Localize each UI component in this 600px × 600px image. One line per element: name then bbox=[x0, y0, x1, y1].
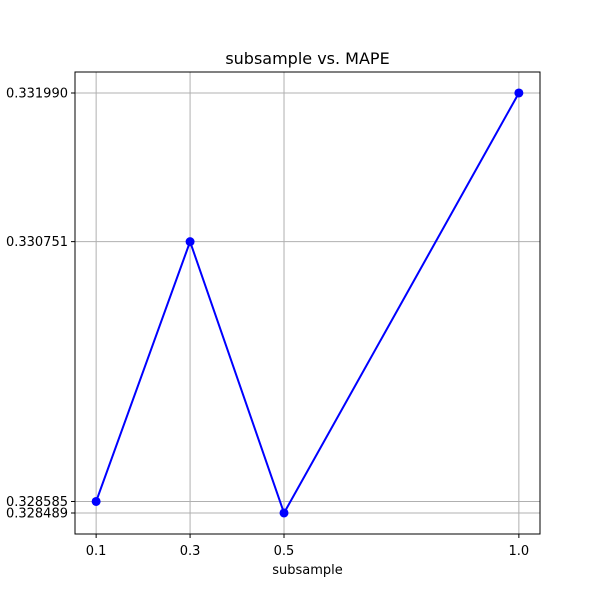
series bbox=[91, 88, 524, 518]
y-tick-label: 0.331990 bbox=[6, 86, 68, 101]
y-tick-label: 0.328489 bbox=[6, 506, 68, 521]
x-ticks: 0.1 0.3 0.5 1.0 bbox=[86, 534, 529, 559]
chart-title: subsample vs. MAPE bbox=[225, 49, 389, 68]
y-tick-label: 0.330751 bbox=[6, 235, 68, 250]
series-line bbox=[95, 92, 520, 516]
x-tick-label: 0.1 bbox=[86, 544, 107, 559]
x-tick-label: 0.5 bbox=[274, 544, 295, 559]
data-point bbox=[185, 237, 195, 247]
grid bbox=[75, 72, 540, 534]
y-tick-label: 0.328585 bbox=[6, 495, 68, 510]
data-point bbox=[514, 88, 524, 98]
x-tick-label: 0.3 bbox=[180, 544, 201, 559]
data-point bbox=[91, 496, 101, 506]
plot-frame bbox=[74, 71, 541, 535]
x-axis-label: subsample bbox=[272, 563, 343, 578]
x-tick-label: 1.0 bbox=[509, 544, 530, 559]
data-point bbox=[279, 508, 289, 518]
